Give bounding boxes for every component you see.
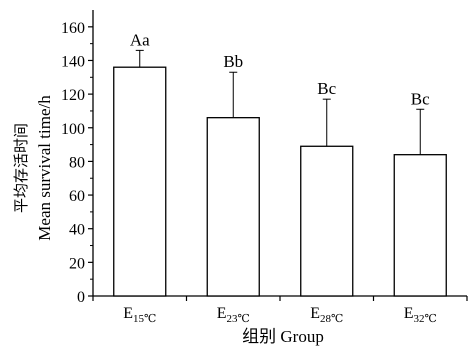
y-tick-label: 0 [77,289,85,306]
bar [206,117,260,297]
x-tick-label: E23℃ [217,305,250,325]
y-tick-label: 100 [61,121,85,138]
y-axis-title-en: Mean survival time/h [35,95,54,241]
y-tick-label: 60 [69,188,85,205]
significance-label: Bb [223,52,243,71]
y-tick-label: 140 [61,53,85,70]
x-tick-label: E32℃ [404,305,437,325]
bar [393,154,447,297]
y-axis-title-cn: 平均存活时间 [12,123,30,213]
x-axis-title: 组别 Group [242,327,324,346]
y-tick-label: 40 [69,222,85,239]
bar [113,66,167,297]
y-tick-label: 160 [61,20,85,37]
y-axis-title: 平均存活时间 Mean survival time/h [12,95,54,241]
significance-label: Bc [411,89,430,108]
y-tick-label: 20 [69,255,85,272]
axes: 0 20 40 60 80 100 120 140 160 [61,10,468,306]
y-tick-label: 120 [61,87,85,104]
x-tick-label: E28℃ [310,305,343,325]
bars: Aa Bb Bc Bc [113,30,447,297]
significance-label: Bc [317,79,336,98]
x-tick-labels: E15℃ E23℃ E28℃ E32℃ [123,305,437,325]
x-tick-label: E15℃ [123,305,156,325]
y-tick-label: 80 [69,154,85,171]
significance-label: Aa [130,30,150,49]
bar [300,145,354,297]
